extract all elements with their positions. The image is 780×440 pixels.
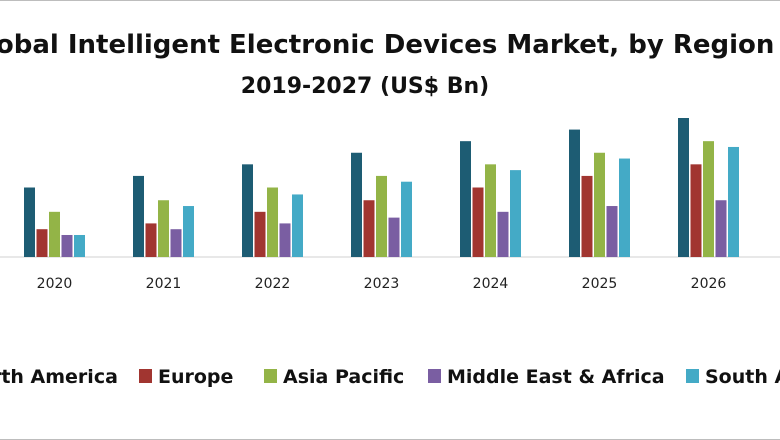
legend: North America Europe Asia Pacific Middle Ea… [0, 366, 780, 388]
x-tick-label: 2022 [255, 276, 291, 292]
x-tick-label: 2024 [473, 276, 509, 292]
chart-title: Global Intelligent Electronic Devices Ma… [0, 30, 774, 60]
x-tick-label: 2021 [146, 276, 182, 292]
legend-swatch-middle-east-africa [428, 369, 441, 383]
bar-2026-middle-east-africa [715, 200, 727, 257]
bar-2022-asia-pacific [267, 187, 278, 257]
chart-subtitle: 2019-2027 (US$ Bn) [241, 74, 489, 99]
legend-swatch-asia-pacific [264, 369, 277, 383]
bar-2025-south-america [619, 158, 630, 257]
bar-2020-south-america [74, 234, 85, 257]
bar-2020-europe [36, 229, 48, 257]
bar-2023-south-america [401, 181, 412, 257]
bar-2021-europe [145, 223, 157, 257]
bar-2025-asia-pacific [594, 152, 605, 257]
legend-swatch-south-america [686, 369, 699, 383]
bar-2025-europe [581, 175, 593, 257]
legend-label-europe: Europe [158, 366, 233, 388]
bar-2025-middle-east-africa [606, 206, 618, 257]
bar-2023-europe [363, 200, 375, 257]
bar-2024-middle-east-africa [497, 211, 509, 257]
legend-label-middle-east-africa: Middle East & Africa [447, 366, 665, 388]
bar-2021-north-america [133, 175, 144, 257]
bar-2020-asia-pacific [49, 211, 60, 257]
bar-2020-north-america [24, 187, 35, 257]
bar-2026-north-america [678, 118, 689, 257]
bar-2023-middle-east-africa [388, 217, 400, 257]
x-tick-label: 2023 [364, 276, 400, 292]
bar-2023-north-america [351, 152, 362, 257]
bar-2021-south-america [183, 206, 194, 257]
bar-2024-europe [472, 187, 484, 257]
bar-2026-south-america [728, 146, 739, 257]
legend-label-asia-pacific: Asia Pacific [283, 366, 404, 388]
bar-2022-south-america [292, 194, 303, 257]
bar-2024-north-america [460, 141, 471, 257]
x-tick-labels: 2020 2021 2022 2023 2024 2025 2026 [37, 276, 727, 292]
bar-2025-north-america [569, 129, 580, 257]
bar-2023-asia-pacific [376, 175, 387, 257]
bar-2022-europe [254, 211, 266, 257]
x-tick-label: 2025 [582, 276, 618, 292]
bar-2024-asia-pacific [485, 164, 496, 257]
bar-2026-asia-pacific [703, 141, 714, 257]
legend-swatch-europe [139, 369, 152, 383]
bar-2021-asia-pacific [158, 200, 169, 257]
bar-2026-europe [690, 164, 702, 257]
bar-2024-south-america [510, 170, 521, 257]
bar-2022-middle-east-africa [279, 223, 291, 257]
x-tick-label: 2020 [37, 276, 73, 292]
bars-group [24, 118, 739, 257]
bar-2020-middle-east-africa [61, 234, 73, 257]
legend-label-south-america: South America [705, 366, 780, 388]
bar-2021-middle-east-africa [170, 229, 182, 257]
legend-label-north-america: North America [0, 366, 118, 388]
x-tick-label: 2026 [691, 276, 727, 292]
bar-2022-north-america [242, 164, 253, 257]
